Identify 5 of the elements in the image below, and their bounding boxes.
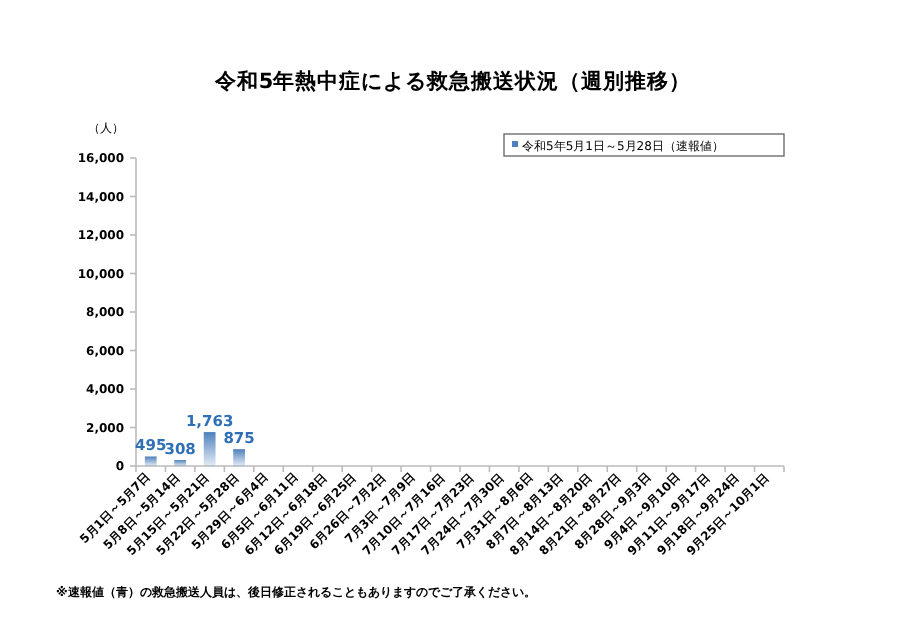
bar xyxy=(144,456,157,466)
bar xyxy=(174,460,187,466)
bar xyxy=(203,432,216,466)
chart-title: 令和5年熱中症による救急搬送状況（週別推移） xyxy=(212,68,692,94)
bar xyxy=(233,449,245,466)
